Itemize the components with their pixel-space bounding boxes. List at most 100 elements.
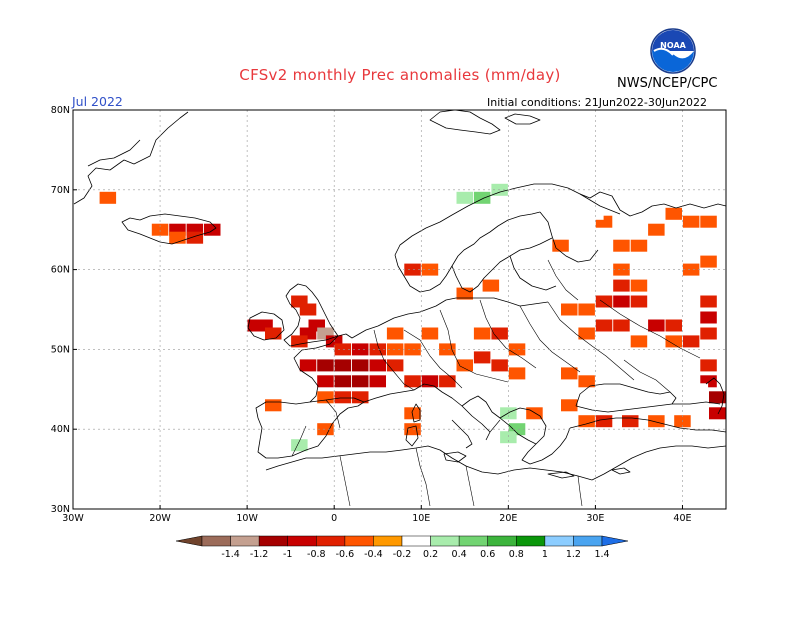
anomaly-cell [578,327,595,340]
agency-label: NWS/NCEP/CPC [617,76,718,91]
anomaly-cell [648,223,665,236]
lon-tick-label: 10W [236,513,258,524]
map-axes: 30N 40N 50N 60N 70N 80N 30W 20W 10W 0 10E 20E 30E 40E [51,105,692,524]
anomaly-cell [578,415,595,428]
anomaly-cell [526,407,543,420]
anomaly-cell [613,319,630,332]
colorbar-swatch [430,535,460,547]
anomaly-cell [561,399,578,412]
anomaly-cell [317,423,334,436]
anomaly-cell [491,120,508,132]
anomaly-field [99,120,726,452]
lon-tick-label: 0 [331,513,337,524]
colorbar-swatch [230,535,260,547]
anomaly-cell [682,335,700,348]
anomaly-cell [352,359,369,372]
anomaly-cell [369,359,386,372]
anomaly-cell [404,343,421,356]
colorbar-label: -0.6 [336,549,355,560]
anomaly-cell [491,327,508,340]
lon-tick-label: 10E [412,513,430,524]
map-frame [72,109,727,510]
anomaly-cell [265,327,282,340]
colorbar-swatch [316,535,346,547]
anomaly-cell [456,287,473,300]
svg-text:NOAA: NOAA [660,41,686,50]
lon-tick-label: 40E [673,513,691,524]
anomaly-cell [439,207,456,220]
anomaly-cell [369,375,386,388]
colorbar-swatch [516,535,546,547]
anomaly-cell [291,335,308,348]
anomaly-cell [204,223,221,236]
anomaly-cell [622,415,639,428]
anomaly-cell [595,295,613,308]
lon-tick-label: 20E [499,513,517,524]
anomaly-cell [613,239,630,252]
anomaly-cell [456,191,473,204]
anomaly-cell [587,207,604,220]
colorbar: -1.4 -1.2 -1 -0.8 -0.6 -0.4 -0.2 0.2 0.4 0.6 0.8 1 1… [175,535,629,560]
anomaly-cell [482,391,500,404]
anomaly-cell [561,303,578,316]
anomaly-cell [595,415,613,428]
anomaly-cell [421,327,439,340]
anomaly-cell [508,343,526,356]
colorbar-swatch [201,535,231,547]
anomaly-cell [682,215,700,228]
anomaly-cell [430,431,447,444]
anomaly-cell [622,383,639,396]
anomaly-cell [613,295,630,308]
anomaly-cell [709,407,726,420]
anomaly-cell [439,375,456,388]
anomaly-cell [630,239,648,252]
anomaly-cell [473,327,491,340]
anomaly-cell [630,335,648,348]
colorbar-high-arrow [601,535,629,547]
anomaly-cell [561,367,578,380]
anomaly-cell [691,383,709,396]
anomaly-cell [508,120,526,132]
anomaly-cell [299,303,317,316]
colorbar-swatch [458,535,488,547]
colorbar-label: 1.4 [594,549,609,560]
anomaly-cell [700,327,717,340]
colorbar-label: 0.2 [423,549,438,560]
anomaly-cell [99,191,117,204]
colorbar-swatch [487,535,517,547]
lat-tick-label: 50N [51,344,70,355]
anomaly-cell [630,295,648,308]
gridlines [73,110,726,509]
anomaly-cell [482,279,500,292]
colorbar-label: 0.6 [480,549,495,560]
anomaly-cell [334,391,352,404]
anomaly-cell [473,128,491,140]
anomaly-cell [569,199,587,212]
anomaly-cell [700,311,717,324]
anomaly-cell [369,343,386,356]
anomaly-cell [404,375,421,388]
anomaly-cell [665,319,682,332]
anomaly-cell [613,279,630,292]
anomaly-cell [334,375,352,388]
colorbar-low-arrow [175,535,203,547]
lat-tick-label: 30N [51,504,70,515]
anomaly-cell [334,359,352,372]
lon-tick-label: 30W [62,513,84,524]
anomaly-cell [700,215,717,228]
anomaly-cell [578,303,595,316]
anomaly-cell [700,295,717,308]
anomaly-cell [630,279,648,292]
anomaly-cell [151,223,169,236]
anomaly-cell [709,391,726,404]
colorbar-label: 1.2 [566,549,581,560]
anomaly-cell [265,399,282,412]
initial-conditions: Initial conditions: 21Jun2022-30Jun2022 [487,96,708,109]
anomaly-cell [291,439,308,452]
anomaly-cell [456,359,473,372]
lat-tick-label: 60N [51,265,70,276]
anomaly-cell [665,207,682,220]
noaa-logo-icon: NOAA [650,28,696,74]
anomaly-cell [595,319,613,332]
